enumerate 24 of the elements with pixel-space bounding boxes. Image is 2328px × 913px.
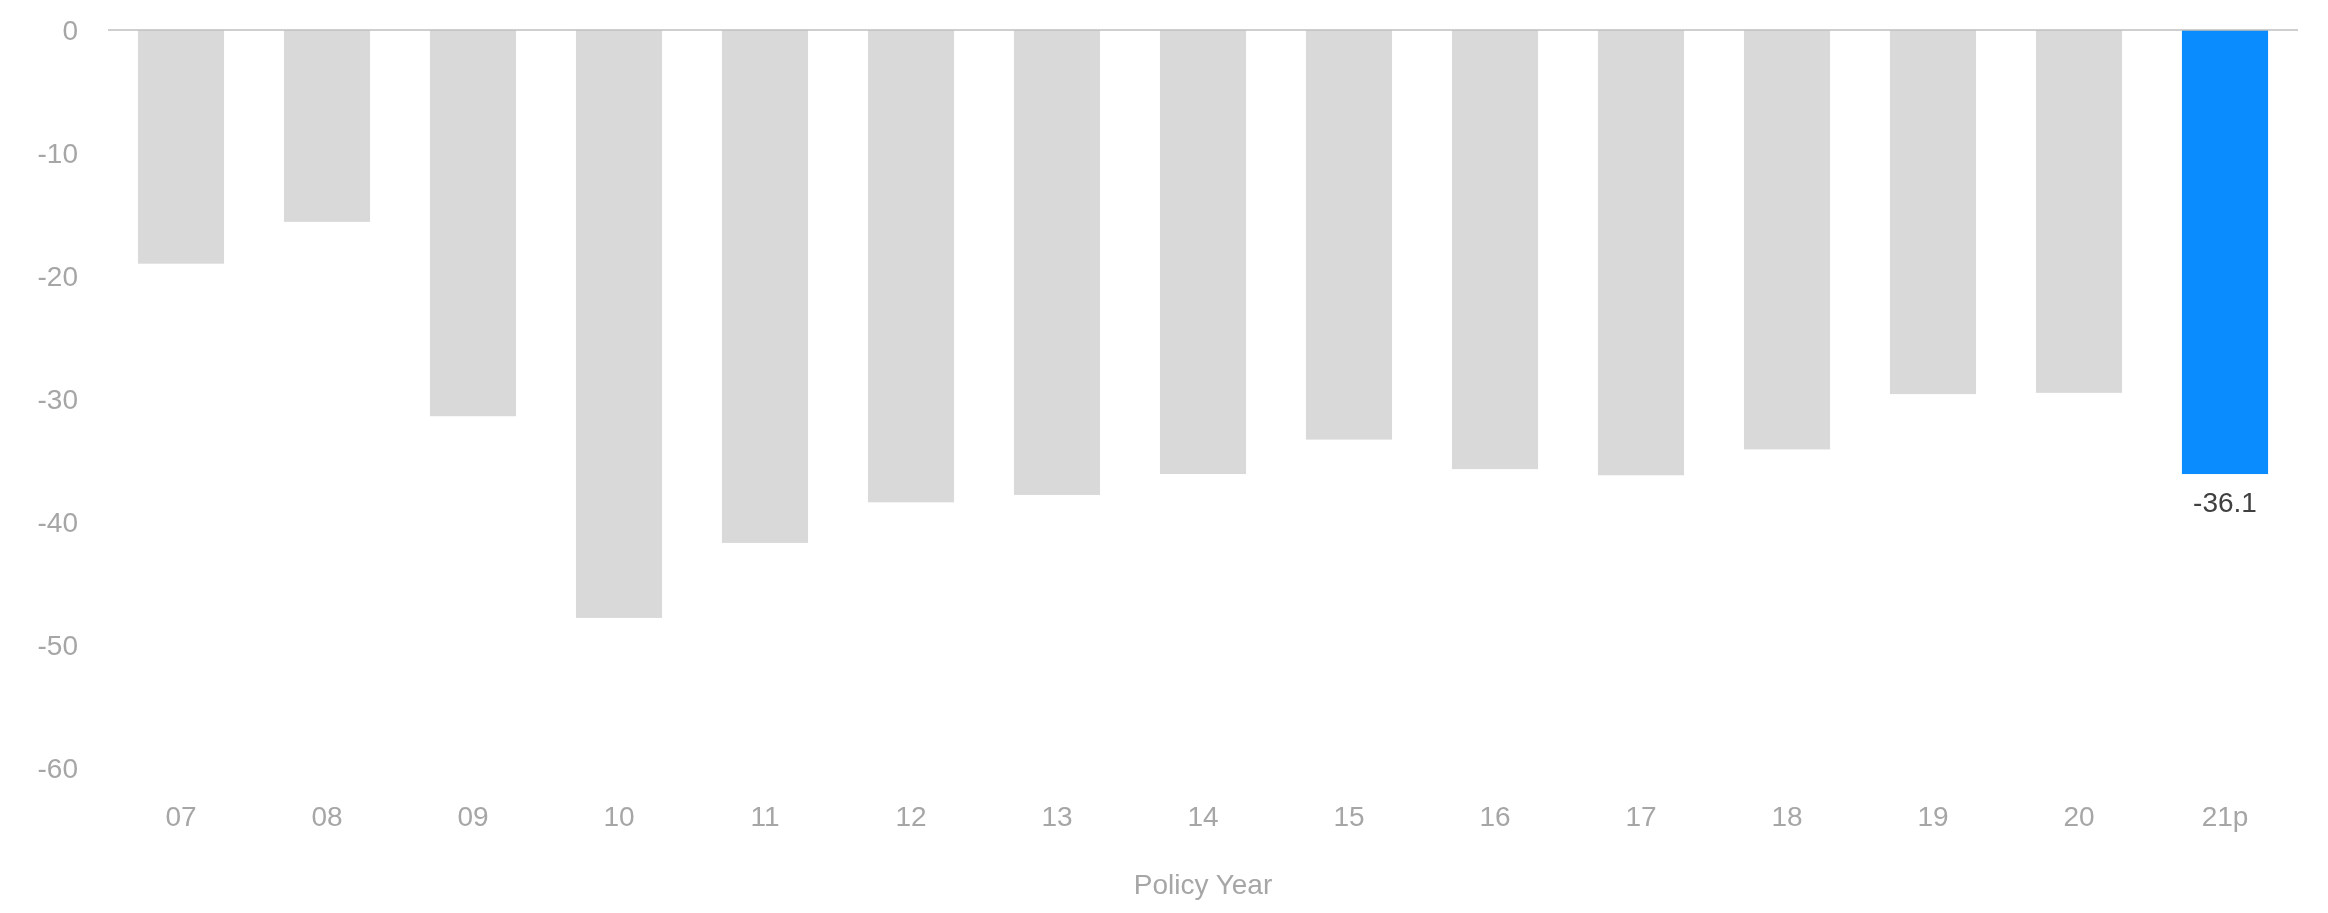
y-tick-label: -20	[37, 260, 78, 292]
x-tick-label: 20	[2063, 800, 2095, 832]
x-axis-title: Policy Year	[1133, 869, 1273, 900]
x-tick-label: 10	[603, 800, 635, 832]
x-tick-label: 15	[1333, 800, 1365, 832]
y-tick-label: -60	[37, 752, 78, 784]
y-tick-label: -10	[37, 137, 78, 169]
x-tick-label: 19	[1917, 800, 1949, 832]
x-tick-label: 17	[1625, 800, 1657, 832]
y-tick-label: -30	[37, 383, 78, 415]
data-label: -36.1	[2193, 487, 2257, 519]
x-tick-label: 13	[1041, 800, 1073, 832]
x-tick-label: 14	[1187, 800, 1219, 832]
x-tick-label: 21p	[2201, 800, 2249, 832]
x-tick-label: 09	[457, 800, 489, 832]
x-tick-label: 16	[1479, 800, 1511, 832]
y-tick-label: -40	[37, 506, 78, 538]
y-tick-label: 0	[62, 14, 78, 46]
x-tick-label: 08	[311, 800, 343, 832]
x-tick-label: 11	[750, 800, 780, 832]
y-tick-label: -50	[37, 629, 78, 661]
x-tick-label: 18	[1771, 800, 1803, 832]
x-tick-label: 07	[165, 800, 197, 832]
x-tick-label: 12	[895, 800, 927, 832]
